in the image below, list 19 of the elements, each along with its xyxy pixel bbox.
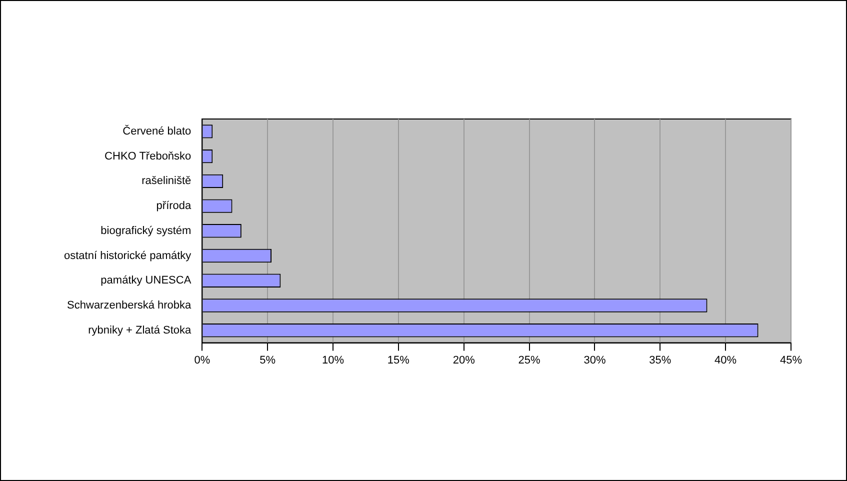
y-tick-label: rybniky + Zlatá Stoka xyxy=(88,324,192,336)
y-tick-label: příroda xyxy=(156,200,192,212)
y-tick-label: Schwarzenberská hrobka xyxy=(67,300,192,312)
x-tick-label: 45% xyxy=(780,354,802,366)
y-tick-label: CHKO Třeboňsko xyxy=(104,150,192,162)
x-tick-label: 35% xyxy=(649,354,672,366)
x-tick-label: 10% xyxy=(322,354,344,366)
x-tick-label: 30% xyxy=(584,354,606,366)
x-tick-label: 25% xyxy=(518,354,541,366)
x-tick-label: 40% xyxy=(714,354,737,366)
x-tick-label: 15% xyxy=(387,354,410,366)
x-tick-label: 0% xyxy=(194,354,210,366)
y-tick-label: ostatní historické památky xyxy=(64,250,192,262)
y-tick-label: biografický systém xyxy=(100,224,192,237)
x-tick-label: 20% xyxy=(452,354,476,366)
x-tick-label: 5% xyxy=(260,354,276,366)
y-tick-label: památky UNESCA xyxy=(100,274,192,287)
y-tick-label: Červené blato xyxy=(122,124,192,138)
y-tick-label: rašeliniště xyxy=(142,175,192,188)
